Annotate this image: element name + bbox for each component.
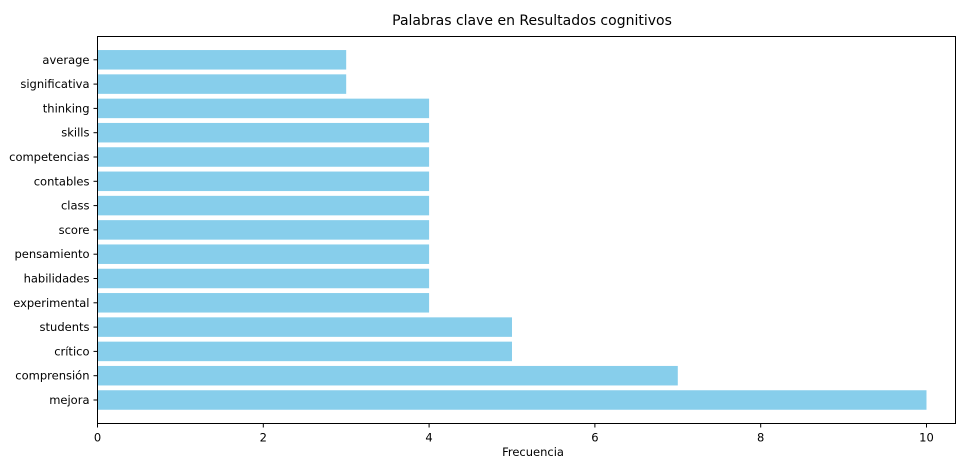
y-tick-label: average <box>42 53 89 67</box>
x-axis-label: Frecuencia <box>502 445 564 459</box>
bar <box>97 390 927 410</box>
bars-group <box>97 50 927 410</box>
bar <box>97 195 430 216</box>
bar <box>97 147 430 167</box>
y-tick-label: comprensión <box>15 369 89 383</box>
bar <box>97 365 678 386</box>
x-tick-label: 4 <box>425 431 432 445</box>
y-tick-label: class <box>61 199 90 213</box>
y-tick-label: thinking <box>43 101 90 115</box>
y-tick-label: experimental <box>13 296 89 310</box>
x-tick-label: 0 <box>94 431 101 445</box>
chart-title: Palabras clave en Resultados cognitivos <box>392 13 672 29</box>
bar <box>97 220 430 240</box>
x-tick-label: 10 <box>919 431 934 445</box>
y-tick-label: contables <box>34 174 90 188</box>
bar <box>97 268 430 289</box>
bar <box>97 50 347 70</box>
bar <box>97 74 347 94</box>
bar <box>97 171 430 192</box>
bar <box>97 317 512 337</box>
bar <box>97 293 430 313</box>
y-tick-label: pensamiento <box>14 247 89 261</box>
y-axis-ticks: mejora comprensión crítico students experime… <box>9 53 98 407</box>
y-tick-label: students <box>40 320 90 334</box>
y-tick-label: mejora <box>49 393 89 407</box>
y-tick-label: habilidades <box>24 272 90 286</box>
bar <box>97 341 512 362</box>
y-tick-label: skills <box>61 126 89 140</box>
x-axis-ticks: 0 2 4 6 8 10 <box>94 423 934 445</box>
y-tick-label: significativa <box>20 77 89 91</box>
y-tick-label: crítico <box>54 344 89 358</box>
x-tick-label: 2 <box>260 431 267 445</box>
x-tick-label: 8 <box>757 431 764 445</box>
bar <box>97 98 430 119</box>
bar <box>97 122 430 143</box>
y-tick-label: competencias <box>9 150 89 164</box>
x-tick-label: 6 <box>591 431 598 445</box>
bar <box>97 244 430 264</box>
y-tick-label: score <box>59 223 90 237</box>
